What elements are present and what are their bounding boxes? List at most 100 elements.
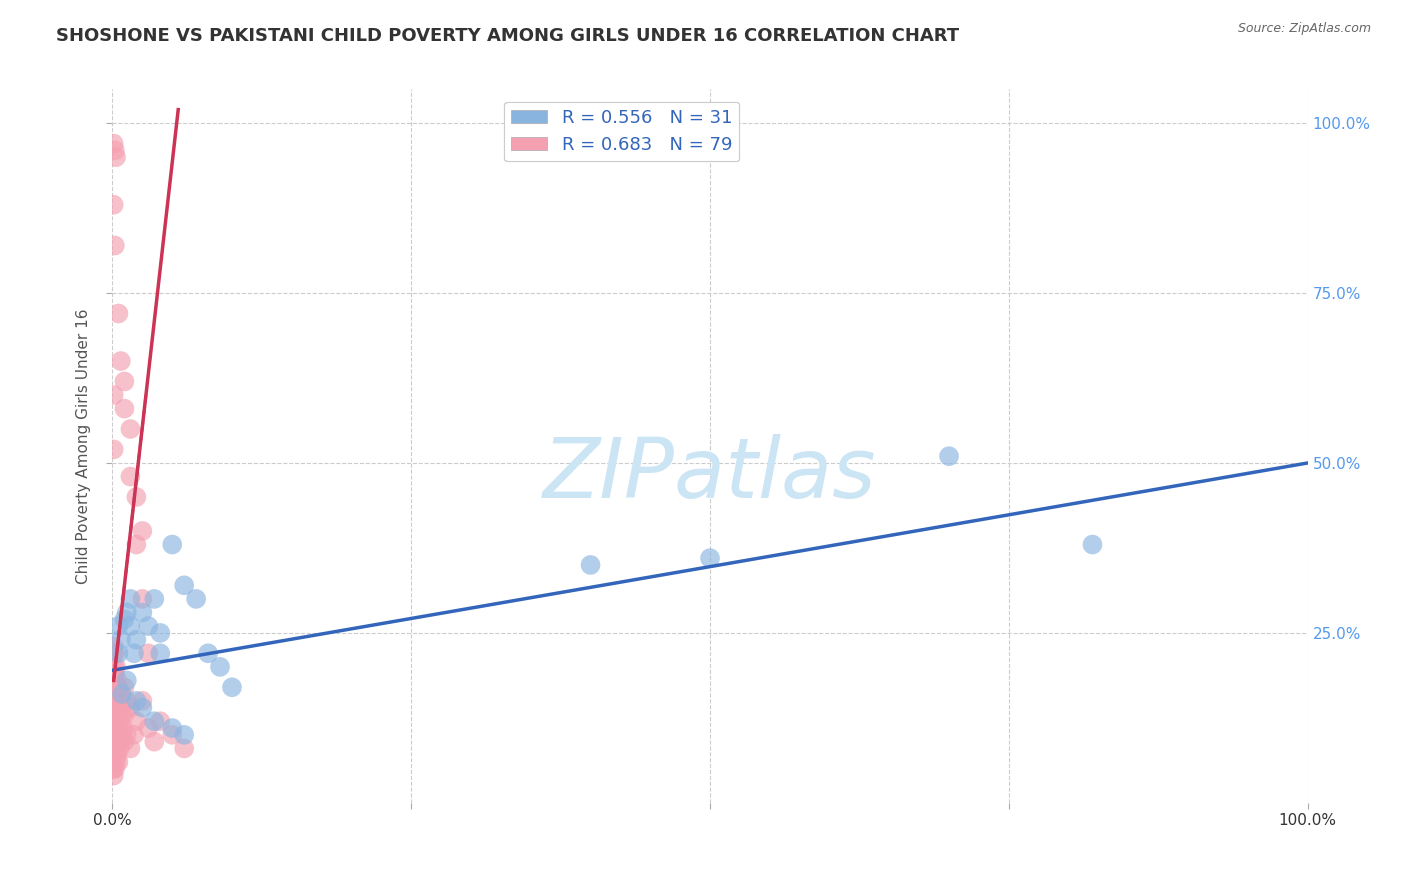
Point <box>579 558 602 572</box>
Point <box>103 660 125 674</box>
Point <box>115 694 138 708</box>
Point <box>103 707 125 722</box>
Point <box>112 721 135 735</box>
Point <box>115 673 138 688</box>
Point <box>108 714 131 729</box>
Point <box>103 741 125 756</box>
Point <box>105 734 128 748</box>
Point <box>105 748 128 763</box>
Point <box>138 619 160 633</box>
Point <box>104 762 127 776</box>
Point <box>103 687 125 701</box>
Point <box>107 306 129 320</box>
Point <box>105 680 128 694</box>
Point <box>103 728 125 742</box>
Point <box>197 646 219 660</box>
Point <box>110 734 132 748</box>
Y-axis label: Child Poverty Among Girls Under 16: Child Poverty Among Girls Under 16 <box>76 309 91 583</box>
Point <box>120 700 142 714</box>
Point <box>131 700 153 714</box>
Point <box>104 687 127 701</box>
Point <box>103 755 125 769</box>
Point <box>104 741 127 756</box>
Point <box>110 632 132 647</box>
Point <box>107 728 129 742</box>
Point <box>125 537 148 551</box>
Text: SHOSHONE VS PAKISTANI CHILD POVERTY AMONG GIRLS UNDER 16 CORRELATION CHART: SHOSHONE VS PAKISTANI CHILD POVERTY AMON… <box>56 27 959 45</box>
Point <box>173 728 195 742</box>
Point <box>107 680 129 694</box>
Point <box>107 646 129 660</box>
Point <box>103 721 125 735</box>
Point <box>186 591 208 606</box>
Point <box>1081 537 1104 551</box>
Point <box>162 721 183 735</box>
Point <box>103 388 125 402</box>
Point <box>162 728 183 742</box>
Point <box>103 136 125 151</box>
Point <box>104 144 127 158</box>
Point <box>114 375 135 389</box>
Point <box>105 660 128 674</box>
Point <box>120 469 142 483</box>
Point <box>105 673 128 688</box>
Point <box>103 769 125 783</box>
Point <box>103 734 125 748</box>
Point <box>103 714 125 729</box>
Point <box>111 700 134 714</box>
Point <box>104 238 127 252</box>
Point <box>114 680 135 694</box>
Point <box>105 755 128 769</box>
Point <box>115 606 138 620</box>
Point <box>221 680 243 694</box>
Point <box>103 680 125 694</box>
Point <box>103 700 125 714</box>
Point <box>104 666 127 681</box>
Point <box>105 707 128 722</box>
Point <box>125 632 148 647</box>
Point <box>114 612 135 626</box>
Point <box>120 422 142 436</box>
Point <box>103 198 125 212</box>
Point <box>149 626 172 640</box>
Point <box>115 728 138 742</box>
Point <box>120 591 142 606</box>
Point <box>104 700 127 714</box>
Point <box>938 449 960 463</box>
Point <box>131 606 153 620</box>
Point <box>110 354 132 368</box>
Point <box>122 646 145 660</box>
Text: ZIPatlas: ZIPatlas <box>543 434 877 515</box>
Point <box>105 150 128 164</box>
Point <box>120 619 142 633</box>
Point <box>173 741 195 756</box>
Point <box>114 707 135 722</box>
Point <box>149 714 172 729</box>
Point <box>131 524 153 538</box>
Point <box>104 646 127 660</box>
Point <box>108 741 131 756</box>
Point <box>173 578 195 592</box>
Point <box>107 700 129 714</box>
Point <box>103 646 125 660</box>
Point <box>107 755 129 769</box>
Point <box>105 694 128 708</box>
Point <box>114 734 135 748</box>
Text: Source: ZipAtlas.com: Source: ZipAtlas.com <box>1237 22 1371 36</box>
Point <box>138 721 160 735</box>
Point <box>103 442 125 457</box>
Point <box>138 646 160 660</box>
Point <box>111 728 134 742</box>
Point <box>103 748 125 763</box>
Point <box>108 687 131 701</box>
Point <box>131 694 153 708</box>
Point <box>143 734 166 748</box>
Point <box>209 660 232 674</box>
Point <box>103 762 125 776</box>
Point <box>131 591 153 606</box>
Point <box>103 694 125 708</box>
Point <box>125 714 148 729</box>
Point <box>699 551 721 566</box>
Point <box>120 741 142 756</box>
Point <box>110 707 132 722</box>
